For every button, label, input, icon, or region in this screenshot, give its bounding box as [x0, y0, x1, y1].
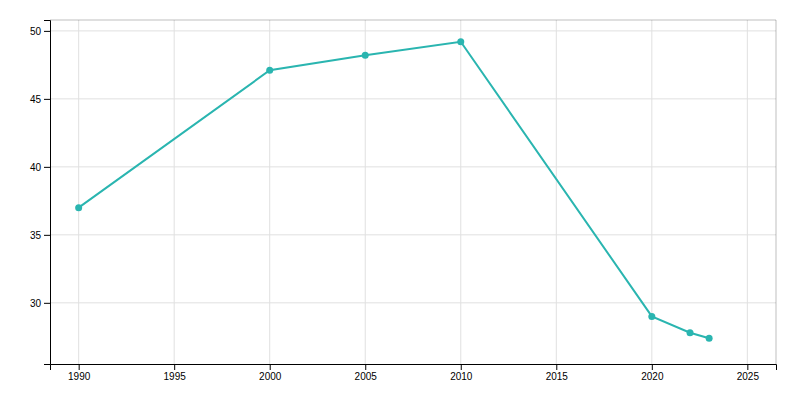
y-tick: 40: [30, 162, 50, 173]
x-tick-label: 2025: [737, 371, 760, 382]
grid-line-y: [50, 30, 776, 31]
x-tick: 1990: [68, 364, 91, 382]
grid-line-x: [460, 20, 461, 364]
chart-container: 1990 1995 2000 2005 2010 2015 2020 2025 30 35 40 45…: [0, 0, 800, 400]
x-tick-mark: [461, 364, 462, 370]
grid-line-y: [50, 302, 776, 303]
x-tick-mark: [556, 364, 557, 370]
y-tick: 30: [30, 298, 50, 309]
grid-line-x: [556, 20, 557, 364]
x-tick-mark: [747, 364, 748, 370]
x-tick-label: 2005: [355, 371, 378, 382]
x-tick: 2025: [737, 364, 760, 382]
grid: [50, 20, 776, 364]
y-tick: 45: [30, 94, 50, 105]
y-tick-label: 40: [30, 162, 42, 173]
marks: [75, 38, 712, 341]
x-tick: 2015: [546, 364, 569, 382]
y-tick: 50: [30, 26, 50, 37]
plot: 1990 1995 2000 2005 2010 2015 2020 2025 30 35 40 45…: [30, 20, 777, 382]
x-axis: 1990 1995 2000 2005 2010 2015 2020 2025: [51, 364, 777, 382]
y-tick-label: 35: [30, 230, 42, 241]
x-tick-label: 2015: [546, 371, 569, 382]
y-axis: 30 35 40 45 50: [30, 21, 51, 365]
grid-line-x: [365, 20, 366, 364]
x-tick: 2000: [259, 364, 282, 382]
grid-line-x: [747, 20, 748, 364]
grid-line-x: [174, 20, 175, 364]
y-tick-mark: [44, 99, 50, 100]
grid-line-y: [50, 98, 776, 99]
y-tick-mark: [44, 31, 50, 32]
y-axis-line: [44, 21, 51, 365]
point: [362, 52, 369, 59]
grid-line-y: [50, 166, 776, 167]
y-tick: 35: [30, 230, 50, 241]
frame-top: [50, 20, 776, 21]
x-tick: 1995: [164, 364, 187, 382]
point: [648, 313, 655, 320]
y-tick-mark: [44, 167, 50, 168]
point: [706, 335, 713, 342]
grid-line-y: [50, 234, 776, 235]
x-tick-label: 2000: [259, 371, 282, 382]
grid-line-x: [78, 20, 79, 364]
frame-right: [776, 20, 777, 364]
x-tick-label: 2010: [450, 371, 473, 382]
x-tick: 2020: [641, 364, 664, 382]
point: [687, 329, 694, 336]
x-tick-label: 1995: [164, 371, 187, 382]
x-tick-mark: [79, 364, 80, 370]
x-tick-mark: [652, 364, 653, 370]
x-tick: 2005: [355, 364, 378, 382]
point: [266, 67, 273, 74]
chart-svg: 1990 1995 2000 2005 2010 2015 2020 2025 30 35 40 45…: [0, 0, 800, 400]
x-axis-line: [51, 365, 777, 371]
y-tick-label: 50: [30, 26, 42, 37]
line: [79, 42, 709, 338]
x-tick-mark: [270, 364, 271, 370]
point: [75, 204, 82, 211]
x-tick: 2010: [450, 364, 473, 382]
y-tick-label: 45: [30, 94, 42, 105]
x-tick-mark: [365, 364, 366, 370]
x-tick-label: 2020: [641, 371, 664, 382]
y-tick-mark: [44, 303, 50, 304]
grid-line-x: [651, 20, 652, 364]
y-tick-label: 30: [30, 298, 42, 309]
y-tick-mark: [44, 235, 50, 236]
x-tick-label: 1990: [68, 371, 91, 382]
x-tick-mark: [174, 364, 175, 370]
point: [457, 38, 464, 45]
